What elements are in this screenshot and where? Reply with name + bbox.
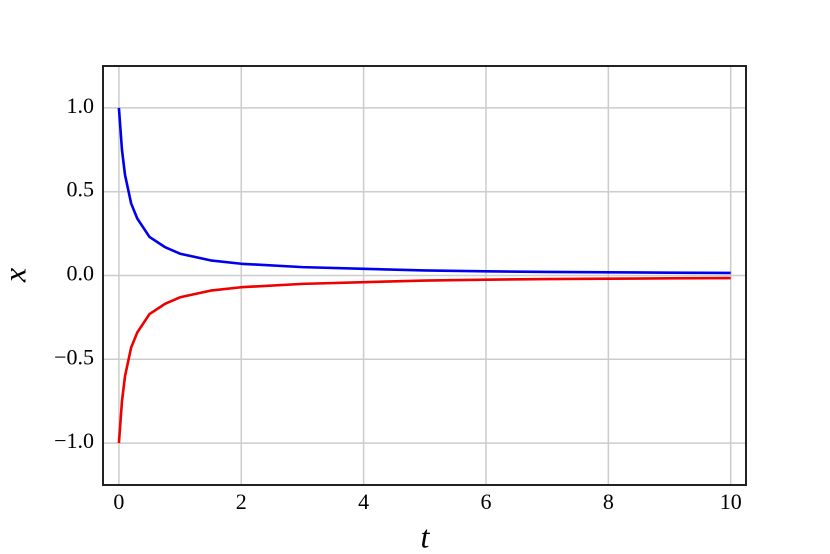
y-tick-label: −0.5 (54, 344, 94, 369)
x-tick-label: 0 (113, 489, 124, 514)
plot-frame (102, 65, 747, 486)
x-tick-label: 6 (480, 489, 491, 514)
y-tick-label: −1.0 (54, 428, 94, 453)
x-tick-label: 2 (236, 489, 247, 514)
x-tick-label: 10 (720, 489, 742, 514)
y-tick-label: 0.0 (67, 261, 95, 286)
line (117, 107, 731, 275)
x-tick-label: 8 (603, 489, 614, 514)
y-axis-label: x (0, 268, 32, 283)
x-tick-label: 4 (358, 489, 369, 514)
x-axis-label: t (421, 518, 431, 554)
y-tick-label: 0.5 (67, 177, 95, 202)
line (117, 276, 731, 444)
y-tick-label: 1.0 (67, 93, 95, 118)
